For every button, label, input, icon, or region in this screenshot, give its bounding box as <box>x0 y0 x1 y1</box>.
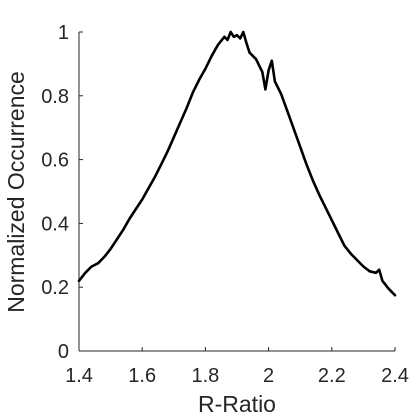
x-tick-label: 1.4 <box>65 365 93 387</box>
x-tick-label: 2 <box>263 365 274 387</box>
y-tick-label: 0.4 <box>41 213 69 235</box>
x-tick-label: 1.6 <box>128 365 156 387</box>
x-axis-label: R-Ratio <box>198 391 276 417</box>
x-tick-label: 2.2 <box>318 365 346 387</box>
y-tick-labels: 0 0.2 0.4 0.6 0.8 1 <box>41 22 69 363</box>
y-tick-label: 0.2 <box>41 277 69 299</box>
x-tick-labels: 1.4 1.6 1.8 2 2.2 2.4 <box>65 365 409 387</box>
y-tick-label: 1 <box>58 22 69 44</box>
axes <box>78 31 396 352</box>
data-line <box>77 30 397 297</box>
x-tick-label: 1.8 <box>191 365 219 387</box>
y-tick-label: 0.8 <box>41 86 69 108</box>
y-tick-label: 0.6 <box>41 150 69 172</box>
x-tick-label: 2.4 <box>381 365 409 387</box>
y-axis-label: Normalized Occurrence <box>3 71 29 313</box>
y-tick-label: 0 <box>58 341 69 363</box>
